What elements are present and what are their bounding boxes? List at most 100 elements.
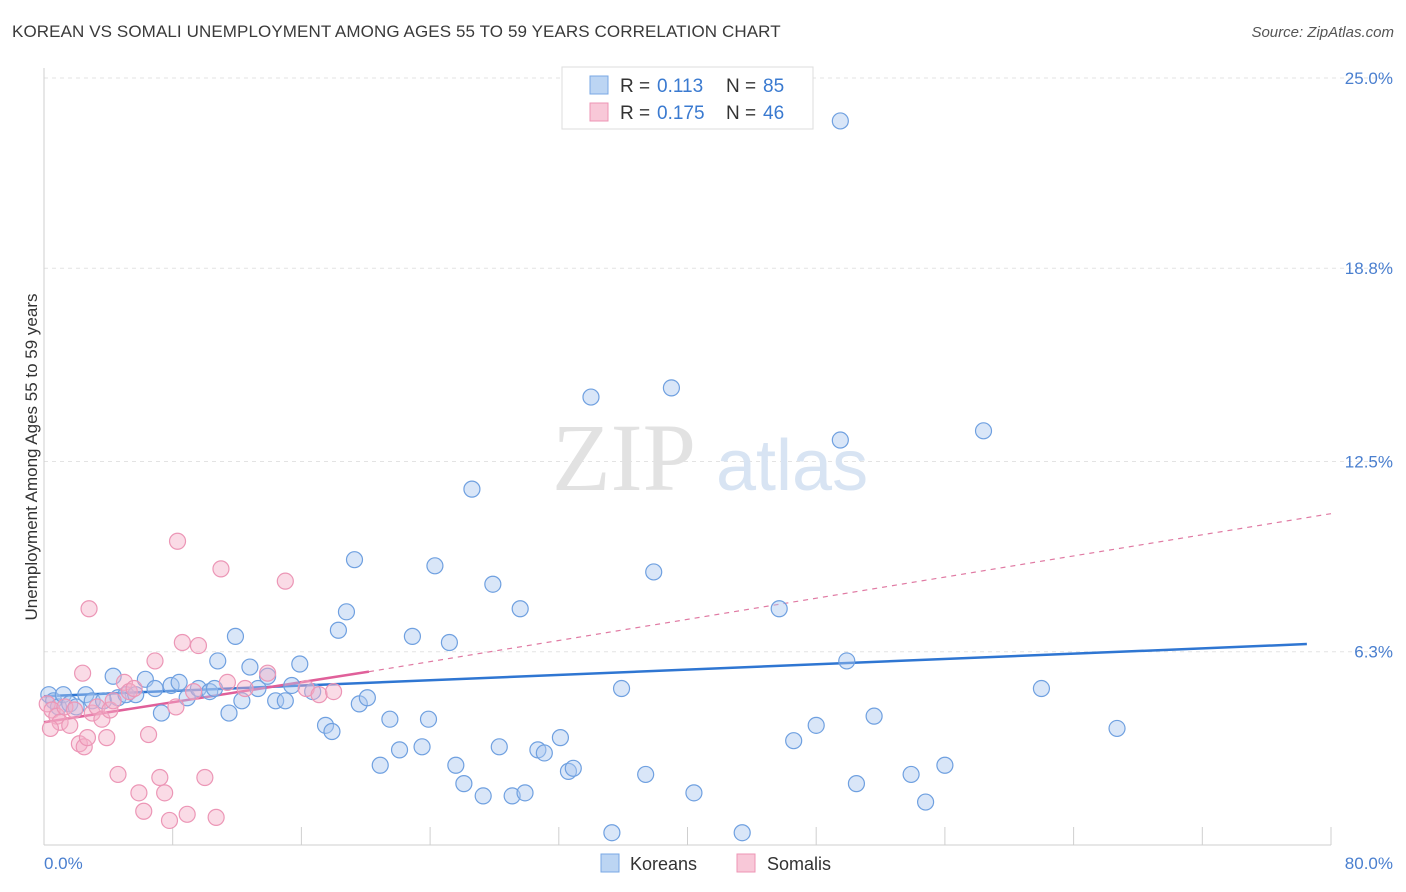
somali-point: [146, 652, 164, 670]
somali-point: [130, 784, 148, 802]
korean-point: [220, 704, 238, 722]
korean-point: [323, 722, 341, 741]
y-tick-label: 18.8%: [1345, 259, 1393, 278]
korean-point: [902, 765, 920, 784]
korean-point: [974, 422, 993, 440]
somali-point: [167, 698, 185, 716]
korean-point: [249, 679, 267, 698]
korean-point: [345, 551, 364, 569]
korean-point: [484, 575, 502, 593]
korean-point: [831, 431, 849, 449]
korean-point: [94, 692, 113, 710]
somali-point: [80, 600, 98, 618]
korean-point: [831, 112, 849, 130]
somali-point: [196, 768, 214, 787]
legend-r-koreans: 0.113: [657, 76, 703, 97]
korean-point: [455, 775, 473, 793]
korean-point: [770, 600, 788, 618]
somali-point: [109, 765, 127, 784]
somali-point: [135, 802, 153, 820]
korean-point: [276, 692, 294, 710]
somali-point: [56, 698, 74, 716]
bottom-legend-somalis: Somalis: [767, 854, 831, 874]
korean-point: [838, 652, 856, 670]
x-tick-label: 80.0%: [1345, 854, 1393, 873]
korean-point: [516, 784, 534, 802]
korean-point: [511, 600, 529, 618]
somali-point: [74, 664, 92, 682]
somali-point: [156, 784, 174, 802]
somali-point: [104, 692, 122, 710]
somali-point: [236, 679, 254, 698]
korean-point: [612, 679, 631, 698]
watermark-atlas: atlas: [716, 426, 868, 506]
x-tick-label: 0.0%: [44, 854, 83, 873]
korean-trend-line: [43, 642, 1307, 698]
y-tick-label: 6.3%: [1354, 643, 1393, 662]
somali-point: [151, 768, 169, 787]
korean-point: [847, 775, 866, 793]
legend-n-koreans: 85: [763, 76, 784, 97]
korean-point: [316, 716, 335, 734]
korean-point: [267, 692, 285, 710]
korean-point: [733, 824, 751, 842]
korean-point: [916, 793, 935, 811]
trend-lines: [43, 513, 1332, 724]
korean-point: [371, 756, 389, 774]
korean-point: [490, 738, 508, 756]
korean-point: [403, 627, 422, 645]
korean-point: [152, 704, 171, 722]
axes: [43, 68, 1332, 846]
somali-point: [185, 682, 203, 701]
legend-n-label-somalis: N =: [726, 103, 756, 124]
korean-point: [241, 658, 259, 676]
somali-point: [115, 673, 134, 691]
legend-n-label-koreans: N =: [726, 76, 756, 97]
korean-point: [447, 756, 465, 774]
somali-point: [65, 701, 84, 719]
y-tick-labels: 6.3% 12.5% 18.8% 25.0%: [1345, 69, 1393, 662]
y-tick-label: 12.5%: [1345, 453, 1393, 472]
korean-point: [785, 732, 803, 750]
korean-point: [865, 707, 883, 725]
y-axis-label: Unemployment Among Ages 55 to 59 years: [22, 294, 41, 621]
korean-point: [413, 738, 431, 756]
somali-point: [41, 719, 60, 738]
korean-point: [535, 744, 553, 762]
korean-point: [936, 756, 954, 774]
korean-point: [381, 710, 399, 728]
somali-trend-extension: [368, 513, 1332, 673]
legend-r-somalis: 0.175: [657, 103, 705, 124]
bottom-legend-swatch-somalis: [736, 853, 756, 873]
korean-point: [440, 633, 459, 652]
legend-n-somalis: 46: [763, 103, 784, 124]
korean-point: [637, 765, 655, 784]
somali-point: [324, 682, 343, 701]
korean-point: [426, 557, 444, 575]
korean-point: [77, 686, 95, 704]
somali-point: [259, 664, 277, 682]
somali-point: [139, 725, 158, 744]
korean-point: [603, 824, 621, 842]
legend-swatch-koreans: [589, 75, 609, 95]
korean-point: [463, 480, 481, 498]
somali-trend-line: [43, 670, 370, 724]
somali-point: [178, 805, 196, 823]
somali-point: [310, 686, 328, 704]
somali-point: [51, 713, 69, 731]
korean-point: [54, 686, 72, 704]
bottom-legend: Koreans Somalis: [600, 853, 831, 874]
somali-point: [276, 572, 294, 590]
somali-point: [218, 673, 236, 691]
korean-point: [209, 652, 227, 670]
source-label: Source: ZipAtlas.com: [1251, 24, 1394, 41]
korean-point: [1108, 719, 1126, 738]
korean-point: [551, 729, 570, 747]
korean-point: [358, 689, 376, 707]
somali-point: [160, 811, 179, 830]
korean-point: [564, 759, 582, 777]
somali-point: [207, 808, 225, 826]
somali-point: [78, 729, 97, 747]
somali-point: [173, 633, 191, 652]
